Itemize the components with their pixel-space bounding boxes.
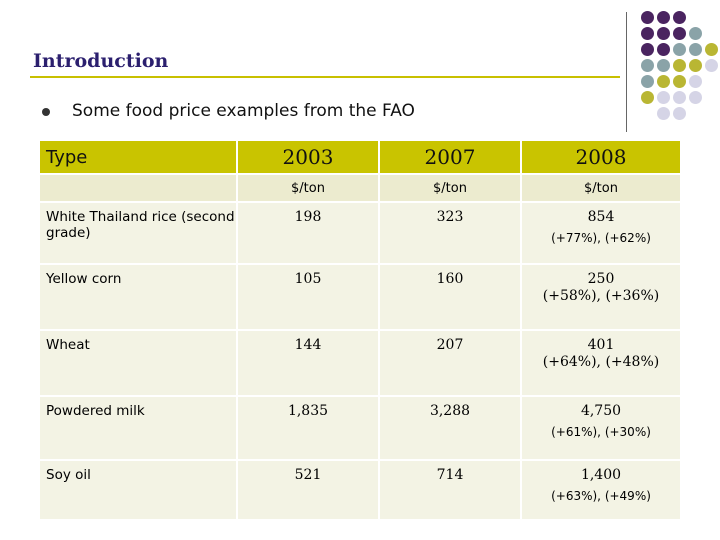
dot bbox=[657, 91, 670, 104]
price-2003: 1,835 bbox=[238, 397, 380, 459]
price-2008-cell: 401 (+64%), (+48%) bbox=[522, 331, 680, 395]
price-2008: 1,400 bbox=[580, 467, 622, 483]
dot bbox=[657, 75, 670, 88]
dot bbox=[689, 75, 702, 88]
dot bbox=[673, 75, 686, 88]
price-2008: 401 bbox=[587, 337, 615, 353]
price-change: (+61%), (+30%) bbox=[551, 425, 651, 439]
slide-title: Introduction bbox=[33, 50, 169, 72]
dot bbox=[641, 91, 654, 104]
price-2008: 250 bbox=[587, 271, 615, 287]
bullet-text: Some food price examples from the FAO bbox=[72, 101, 415, 121]
header-2007: 2007 bbox=[380, 141, 522, 173]
price-change: (+77%), (+62%) bbox=[551, 231, 651, 245]
table-row: Soy oil 521 714 1,400 (+63%), (+49%) bbox=[40, 461, 680, 519]
dot bbox=[657, 27, 670, 40]
row-type: Yellow corn bbox=[40, 265, 238, 329]
header-type: Type bbox=[40, 141, 238, 173]
table-row: White Thailand rice (second grade) 198 3… bbox=[40, 203, 680, 263]
price-2003: 105 bbox=[238, 265, 380, 329]
dot bbox=[705, 43, 718, 56]
price-2008: 4,750 bbox=[580, 403, 622, 419]
price-2003: 144 bbox=[238, 331, 380, 395]
dot bbox=[641, 59, 654, 72]
header-2008: 2008 bbox=[522, 141, 680, 173]
unit-row: $/ton $/ton $/ton bbox=[40, 175, 680, 201]
price-table: Type 2003 2007 2008 $/ton $/ton $/ton Wh… bbox=[40, 139, 680, 521]
dot bbox=[673, 43, 686, 56]
dot bbox=[657, 11, 670, 24]
vertical-divider bbox=[626, 12, 627, 132]
dot bbox=[641, 11, 654, 24]
price-2008-cell: 854 (+77%), (+62%) bbox=[522, 203, 680, 263]
price-2008: 854 bbox=[587, 209, 615, 225]
bullet-item: Some food price examples from the FAO bbox=[42, 101, 415, 121]
price-2007: 323 bbox=[380, 203, 522, 263]
price-2008-cell: 1,400 (+63%), (+49%) bbox=[522, 461, 680, 519]
price-2003: 521 bbox=[238, 461, 380, 519]
price-2007: 207 bbox=[380, 331, 522, 395]
price-change: (+64%), (+48%) bbox=[542, 354, 660, 370]
dot bbox=[641, 75, 654, 88]
row-type: White Thailand rice (second grade) bbox=[40, 203, 238, 263]
price-2007: 160 bbox=[380, 265, 522, 329]
price-change: (+63%), (+49%) bbox=[551, 489, 651, 503]
price-2008-cell: 250 (+58%), (+36%) bbox=[522, 265, 680, 329]
dot bbox=[689, 27, 702, 40]
price-2008-cell: 4,750 (+61%), (+30%) bbox=[522, 397, 680, 459]
unit-cell: $/ton bbox=[380, 175, 522, 201]
dot bbox=[673, 91, 686, 104]
dot bbox=[641, 43, 654, 56]
dot bbox=[673, 27, 686, 40]
row-type: Wheat bbox=[40, 331, 238, 395]
dot bbox=[673, 11, 686, 24]
dot bbox=[673, 59, 686, 72]
dot bbox=[689, 91, 702, 104]
title-underline bbox=[30, 76, 620, 78]
price-change: (+58%), (+36%) bbox=[542, 288, 660, 304]
dot bbox=[673, 107, 686, 120]
dot bbox=[689, 43, 702, 56]
unit-cell: $/ton bbox=[238, 175, 380, 201]
table-row: Wheat 144 207 401 (+64%), (+48%) bbox=[40, 331, 680, 395]
dot bbox=[641, 27, 654, 40]
dot bbox=[705, 59, 718, 72]
unit-cell bbox=[40, 175, 238, 201]
table-row: Yellow corn 105 160 250 (+58%), (+36%) bbox=[40, 265, 680, 329]
row-type: Powdered milk bbox=[40, 397, 238, 459]
bullet-dot-icon bbox=[42, 108, 50, 116]
row-type: Soy oil bbox=[40, 461, 238, 519]
price-2007: 3,288 bbox=[380, 397, 522, 459]
dot bbox=[657, 43, 670, 56]
price-2007: 714 bbox=[380, 461, 522, 519]
unit-cell: $/ton bbox=[522, 175, 680, 201]
price-2003: 198 bbox=[238, 203, 380, 263]
dot bbox=[689, 59, 702, 72]
table-row: Powdered milk 1,835 3,288 4,750 (+61%), … bbox=[40, 397, 680, 459]
dot bbox=[657, 59, 670, 72]
dot bbox=[657, 107, 670, 120]
table-header-row: Type 2003 2007 2008 bbox=[40, 141, 680, 173]
header-2003: 2003 bbox=[238, 141, 380, 173]
